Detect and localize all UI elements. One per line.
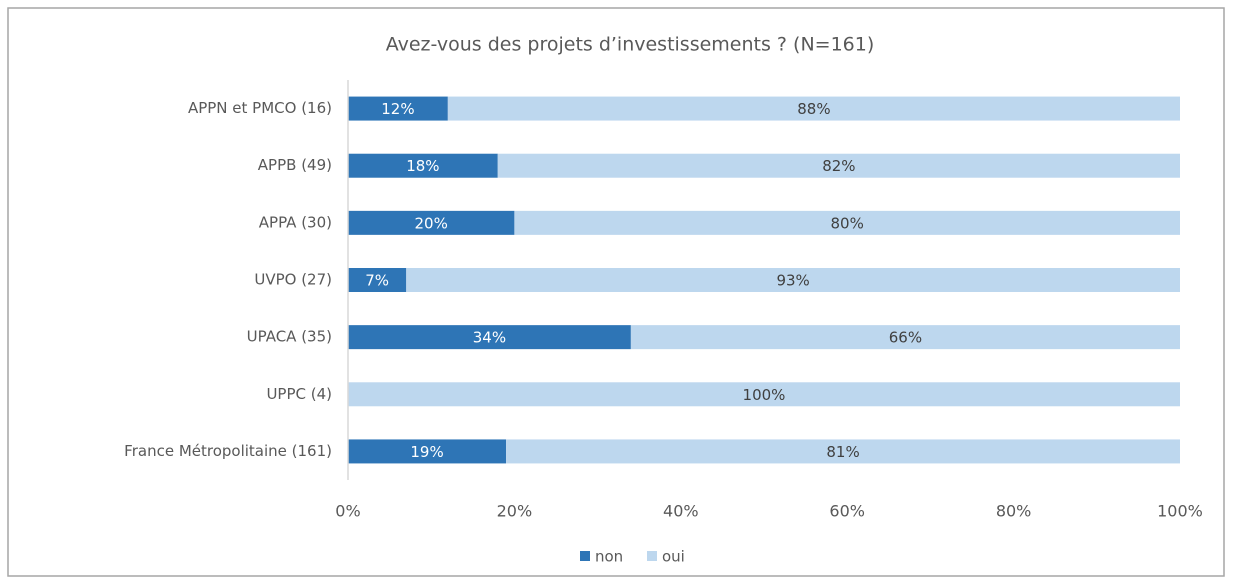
bar-segment <box>348 382 1180 407</box>
chart-title: Avez-vous des projets d’investissements … <box>386 34 875 56</box>
x-tick-label: 0% <box>335 502 360 521</box>
data-label: 18% <box>406 157 439 175</box>
legend-swatch <box>580 551 590 561</box>
data-label: 66% <box>889 329 922 347</box>
y-tick-label: France Métropolitaine (161) <box>124 442 332 460</box>
x-tick-label: 60% <box>829 502 865 521</box>
legend-label: non <box>595 548 623 566</box>
x-tick-label: 20% <box>497 502 533 521</box>
y-tick-label: UVPO (27) <box>254 271 332 289</box>
data-label: 34% <box>473 329 506 347</box>
x-tick-label: 100% <box>1157 502 1203 521</box>
bar-segment <box>447 96 1181 121</box>
bar-segment <box>348 96 448 121</box>
data-label: 7% <box>365 272 389 290</box>
bar-segment <box>348 268 407 292</box>
bar-segment <box>506 439 1181 464</box>
bar-segment <box>348 325 631 350</box>
legend-label: oui <box>662 548 685 566</box>
bar-segment <box>348 210 515 235</box>
data-label: 19% <box>410 443 443 461</box>
data-label: 88% <box>797 100 830 118</box>
bar-segment <box>497 153 1180 178</box>
x-tick-label: 80% <box>996 502 1032 521</box>
bar-segment <box>630 325 1180 350</box>
y-tick-label: APPB (49) <box>258 156 332 174</box>
y-tick-label: UPACA (35) <box>247 328 332 346</box>
bar-segment <box>514 210 1180 235</box>
data-label: 93% <box>776 272 809 290</box>
data-label: 12% <box>381 100 414 118</box>
data-label: 82% <box>822 157 855 175</box>
legend-swatch <box>647 551 657 561</box>
y-tick-label: UPPC (4) <box>266 385 332 403</box>
y-tick-label: APPN et PMCO (16) <box>188 99 332 117</box>
y-tick-label: APPA (30) <box>259 213 332 231</box>
data-label: 81% <box>826 443 859 461</box>
bar-segment <box>406 268 1180 292</box>
x-tick-label: 40% <box>663 502 699 521</box>
bar-segment <box>348 153 498 178</box>
data-label: 80% <box>831 214 864 232</box>
data-label: 100% <box>743 386 786 404</box>
bar-segment <box>348 439 507 464</box>
data-label: 20% <box>415 214 448 232</box>
